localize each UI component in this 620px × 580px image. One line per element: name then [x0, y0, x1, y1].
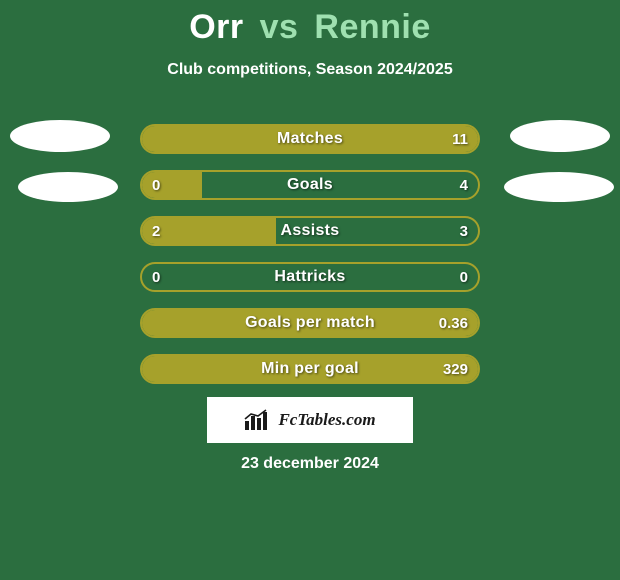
stat-label: Assists	[142, 218, 478, 244]
player2-avatar-placeholder-2	[504, 172, 614, 202]
title-vs: vs	[260, 8, 299, 46]
bar-chart-icon	[244, 409, 270, 431]
comparison-bars: Matches110Goals42Assists30Hattricks0Goal…	[140, 124, 480, 400]
page-title: Orr vs Rennie	[0, 0, 620, 47]
title-player2: Rennie	[314, 8, 430, 46]
stat-row: 0Goals4	[140, 170, 480, 200]
stat-row: Min per goal329	[140, 354, 480, 384]
stat-row: Matches11	[140, 124, 480, 154]
source-badge: FcTables.com	[207, 397, 413, 443]
stat-value-right: 4	[460, 172, 468, 198]
stat-value-right: 0	[460, 264, 468, 290]
stat-row: 2Assists3	[140, 216, 480, 246]
stat-label: Hattricks	[142, 264, 478, 290]
player1-avatar-placeholder	[10, 120, 110, 152]
stat-row: Goals per match0.36	[140, 308, 480, 338]
stat-value-right: 11	[452, 126, 468, 152]
comparison-canvas: Orr vs Rennie Club competitions, Season …	[0, 0, 620, 580]
stat-label: Goals	[142, 172, 478, 198]
player1-avatar-placeholder-2	[18, 172, 118, 202]
source-badge-text: FcTables.com	[278, 410, 375, 430]
player2-avatar-placeholder	[510, 120, 610, 152]
stat-label: Goals per match	[142, 310, 478, 336]
stat-label: Matches	[142, 126, 478, 152]
stat-value-right: 329	[443, 356, 468, 382]
date-stamp: 23 december 2024	[0, 455, 620, 473]
stat-row: 0Hattricks0	[140, 262, 480, 292]
stat-value-right: 3	[460, 218, 468, 244]
stat-label: Min per goal	[142, 356, 478, 382]
title-player1: Orr	[189, 8, 243, 46]
subtitle: Club competitions, Season 2024/2025	[0, 61, 620, 79]
stat-value-right: 0.36	[439, 310, 468, 336]
